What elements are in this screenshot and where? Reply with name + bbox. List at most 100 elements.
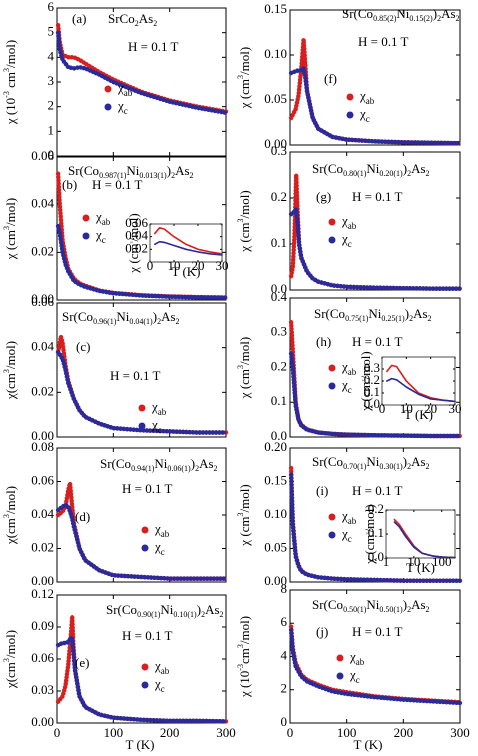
inset-frame — [385, 509, 456, 559]
y-tick-label: 0.02 — [31, 539, 54, 554]
inset-frame — [381, 356, 456, 406]
y-axis-label: χ (cm3/mol) — [236, 484, 252, 546]
legend-label-part: ab — [158, 407, 167, 417]
legend-marker — [336, 654, 344, 662]
y-axis-label-part: χ (cm — [237, 222, 252, 252]
legend-label: χab — [359, 88, 375, 106]
y-tick-label: 0.15 — [264, 472, 287, 487]
y-tick-label: 0.15 — [264, 1, 287, 16]
compound-title-part: As — [441, 6, 455, 21]
legend-label-part: c — [161, 684, 165, 694]
x-tick-label: 10 — [407, 554, 420, 569]
legend-label-part: χ — [154, 539, 161, 554]
compound-title: Sr(Co0.85(2)Ni0.15(2))2As2 — [342, 6, 460, 23]
plot-frame — [56, 7, 227, 157]
compound-title-part: 2 — [157, 317, 161, 326]
legend-marker — [104, 85, 112, 93]
y-tick-label: 5 — [48, 24, 55, 39]
compound-title-part: Ni — [366, 161, 379, 176]
y-tick-label: 0.20 — [264, 439, 287, 454]
compound-title-part: As — [205, 602, 219, 617]
y-axis-label-part: /mol) — [3, 198, 18, 226]
y-tick-label: 0.3 — [271, 324, 287, 339]
compound-title-part: Sr(Co — [312, 597, 343, 612]
legend-marker — [336, 672, 344, 680]
y-axis-label-part: χ (cm — [237, 369, 252, 399]
x-tick-label: 0 — [54, 725, 61, 740]
legend-label: χc — [341, 231, 352, 249]
x-tick-label: 200 — [394, 725, 414, 740]
compound-title-part: 0.25(1) — [381, 314, 405, 323]
compound-title-part: Sr(Co — [314, 306, 345, 321]
legend-label-part: χ — [359, 106, 366, 121]
y-axis-label-part: χ (10 — [3, 98, 18, 125]
y-tick-label: 0.08 — [31, 439, 54, 454]
y-axis-label-part: 3 — [2, 68, 11, 72]
data-curve — [154, 227, 223, 255]
y-tick-label: 0.1 — [368, 525, 384, 540]
y-axis-label-part: χ(cm — [3, 662, 18, 689]
compound-title-part: 0.94(1) — [131, 464, 155, 473]
compound-title-part: As — [411, 454, 425, 469]
legend-label-part: ab — [124, 88, 133, 98]
y-axis-label-part: /mol) — [3, 486, 18, 514]
y-tick-label: 0.09 — [31, 618, 54, 633]
legend-label: χab — [95, 209, 111, 227]
y-tick-label: 4 — [281, 647, 288, 662]
legend-label: χc — [154, 539, 165, 557]
legend-label: χc — [151, 417, 162, 435]
y-axis-label-part: cm — [3, 72, 18, 91]
y-tick-label: 0.4 — [271, 289, 288, 304]
legend-label: χc — [117, 98, 128, 116]
panel-label: (d) — [75, 509, 90, 524]
y-tick-label: 8 — [281, 581, 288, 596]
x-axis-label: T (K) — [353, 737, 382, 752]
compound-title-part: Ni — [126, 163, 139, 178]
y-tick-label: 0.04 — [31, 339, 54, 354]
inset-frame — [149, 223, 223, 263]
y-tick-label: 0.04 — [31, 196, 54, 211]
legend-label: χab — [341, 213, 357, 231]
compound-title-part: 0.30(1) — [379, 462, 403, 471]
y-tick-label: 0.3 — [271, 143, 287, 158]
y-tick-label: 0.04 — [125, 228, 148, 243]
compound-title-part: 2 — [428, 314, 432, 323]
plot-frame — [289, 9, 461, 146]
compound-title-part: As — [413, 306, 427, 321]
y-axis-label-part: /mol) — [3, 341, 18, 369]
compound-title-part: ) — [433, 6, 437, 21]
legend-label-part: ab — [161, 529, 170, 539]
compound-title-part: As — [161, 309, 175, 324]
x-tick-label: 20 — [192, 258, 205, 273]
legend-label-part: c — [124, 106, 128, 116]
x-tick-label: 30 — [449, 401, 462, 416]
y-tick-label: 0.2 — [271, 189, 287, 204]
legend-marker — [138, 422, 146, 430]
y-tick-label: 0.0 — [271, 281, 287, 296]
legend-label-part: χ — [117, 98, 124, 113]
y-tick-label: 0.0 — [271, 428, 287, 443]
y-axis-label-part: 3 — [236, 365, 245, 369]
compound-title-part: Ni — [366, 454, 379, 469]
compound-title-part: Ni — [396, 6, 409, 21]
field-label: H = 0.1 T — [128, 39, 178, 54]
compound-title-part: 2 — [171, 171, 175, 180]
y-axis-label-part: /mol) — [237, 337, 252, 365]
legend-label-part: c — [158, 425, 162, 435]
inset-y-label-part: χ (cm — [358, 381, 373, 411]
data-curve-core — [289, 629, 461, 705]
legend-label-part: χ — [154, 658, 161, 673]
compound-title-part: 2 — [426, 462, 430, 471]
legend-label-part: χ — [95, 227, 102, 242]
legend-label-part: χ — [154, 521, 161, 536]
y-tick-label: 3 — [48, 73, 55, 88]
y-tick-label: 0.00 — [31, 573, 54, 588]
y-tick-label: 2 — [281, 681, 288, 696]
y-tick-label: 0.05 — [264, 91, 287, 106]
legend-marker — [328, 236, 336, 244]
y-axis-label: χ(cm3/mol) — [2, 486, 18, 545]
compound-title-part: 0.90(1) — [137, 610, 161, 619]
y-axis-label: χ (10-3 cm3/mol) — [2, 40, 18, 125]
y-tick-label: 1 — [48, 122, 55, 137]
legend-label-part: χ — [341, 377, 348, 392]
